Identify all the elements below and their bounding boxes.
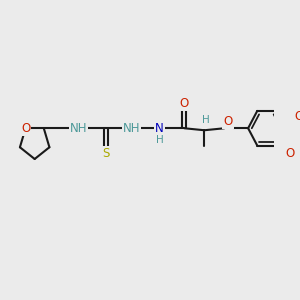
Text: N: N: [155, 122, 164, 135]
Text: O: O: [295, 110, 300, 123]
Text: S: S: [102, 147, 110, 160]
Text: O: O: [224, 115, 233, 128]
Text: H: H: [156, 135, 164, 145]
Text: O: O: [180, 97, 189, 110]
Text: O: O: [286, 147, 295, 160]
Text: O: O: [21, 122, 30, 135]
Text: H: H: [202, 115, 210, 125]
Text: NH: NH: [70, 122, 87, 135]
Text: NH: NH: [123, 122, 140, 135]
